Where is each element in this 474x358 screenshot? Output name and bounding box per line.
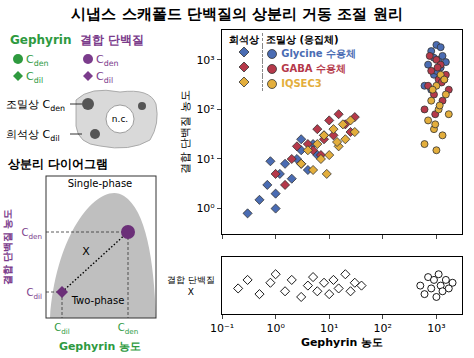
- svg-text:Cden: Cden: [26, 53, 49, 68]
- svg-text:10⁰: 10⁰: [196, 202, 215, 215]
- svg-text:Cdil: Cdil: [26, 70, 43, 85]
- html-text:희석상: 희석상: [229, 34, 259, 45]
- svg-text:Gephyrin 농도: Gephyrin 농도: [301, 336, 383, 349]
- html-text:조밀상 (응집체): 조밀상 (응집체): [266, 34, 339, 45]
- svg-text:10⁻¹: 10⁻¹: [210, 322, 234, 335]
- svg-text:상분리 다이어그램: 상분리 다이어그램: [7, 157, 108, 171]
- svg-text:결합 단백질: 결합 단백질: [80, 33, 144, 47]
- svg-text:Cdil: Cdil: [96, 70, 113, 85]
- svg-text:조밀상 Cden: 조밀상 Cden: [6, 98, 65, 113]
- svg-text:10²: 10²: [374, 322, 392, 335]
- svg-text:Cdil: Cdil: [26, 287, 42, 301]
- svg-text:Cden: Cden: [118, 322, 139, 336]
- svg-text:Cden: Cden: [96, 53, 119, 68]
- svg-text:결합 단백질 농도: 결합 단백질 농도: [179, 90, 192, 174]
- svg-text:결합 단백질 농도: 결합 단백질 농도: [2, 209, 13, 286]
- html-text:Glycine 수용체: Glycine 수용체: [281, 48, 357, 59]
- svg-text:Two-phase: Two-phase: [71, 295, 125, 306]
- svg-text:10⁰: 10⁰: [266, 322, 285, 335]
- svg-text:Single-phase: Single-phase: [68, 178, 133, 189]
- html-text:GABA 수용체: GABA 수용체: [281, 63, 346, 74]
- svg-text:10²: 10²: [196, 103, 214, 116]
- svg-text:10³: 10³: [427, 322, 445, 335]
- svg-text:시냅스 스캐폴드 단백질의 상분리 거동 조절 원리: 시냅스 스캐폴드 단백질의 상분리 거동 조절 원리: [71, 5, 402, 23]
- svg-text:n.c.: n.c.: [112, 114, 128, 124]
- svg-text:결합 단백질X: 결합 단백질X: [167, 275, 215, 297]
- svg-text:Cdil: Cdil: [54, 322, 70, 336]
- svg-text:Gephyrin 농도: Gephyrin 농도: [59, 340, 141, 353]
- svg-text:X: X: [82, 245, 90, 258]
- svg-text:희석상 Cdil: 희석상 Cdil: [6, 128, 60, 143]
- svg-text:Cden: Cden: [21, 227, 42, 241]
- svg-text:Gephyrin: Gephyrin: [10, 33, 72, 47]
- svg-text:10¹: 10¹: [196, 153, 214, 166]
- svg-text:10³: 10³: [196, 54, 214, 67]
- svg-text:10¹: 10¹: [320, 322, 338, 335]
- html-text:IQSEC3: IQSEC3: [281, 78, 322, 89]
